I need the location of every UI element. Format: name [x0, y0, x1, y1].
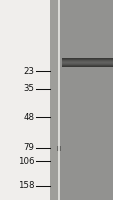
Bar — [58, 0, 113, 200]
Bar — [56, 146, 60, 151]
Text: 48: 48 — [23, 112, 34, 121]
Bar — [62, 60, 112, 62]
Text: 23: 23 — [23, 67, 34, 76]
Text: 35: 35 — [23, 84, 34, 93]
Bar — [62, 59, 112, 61]
Bar — [62, 64, 112, 66]
Bar — [62, 61, 112, 63]
Bar — [62, 58, 112, 67]
Text: 79: 79 — [23, 144, 34, 152]
Text: 106: 106 — [18, 156, 34, 166]
Bar — [62, 62, 112, 64]
Bar — [62, 63, 112, 65]
Text: 158: 158 — [18, 181, 34, 190]
Bar — [49, 0, 113, 200]
